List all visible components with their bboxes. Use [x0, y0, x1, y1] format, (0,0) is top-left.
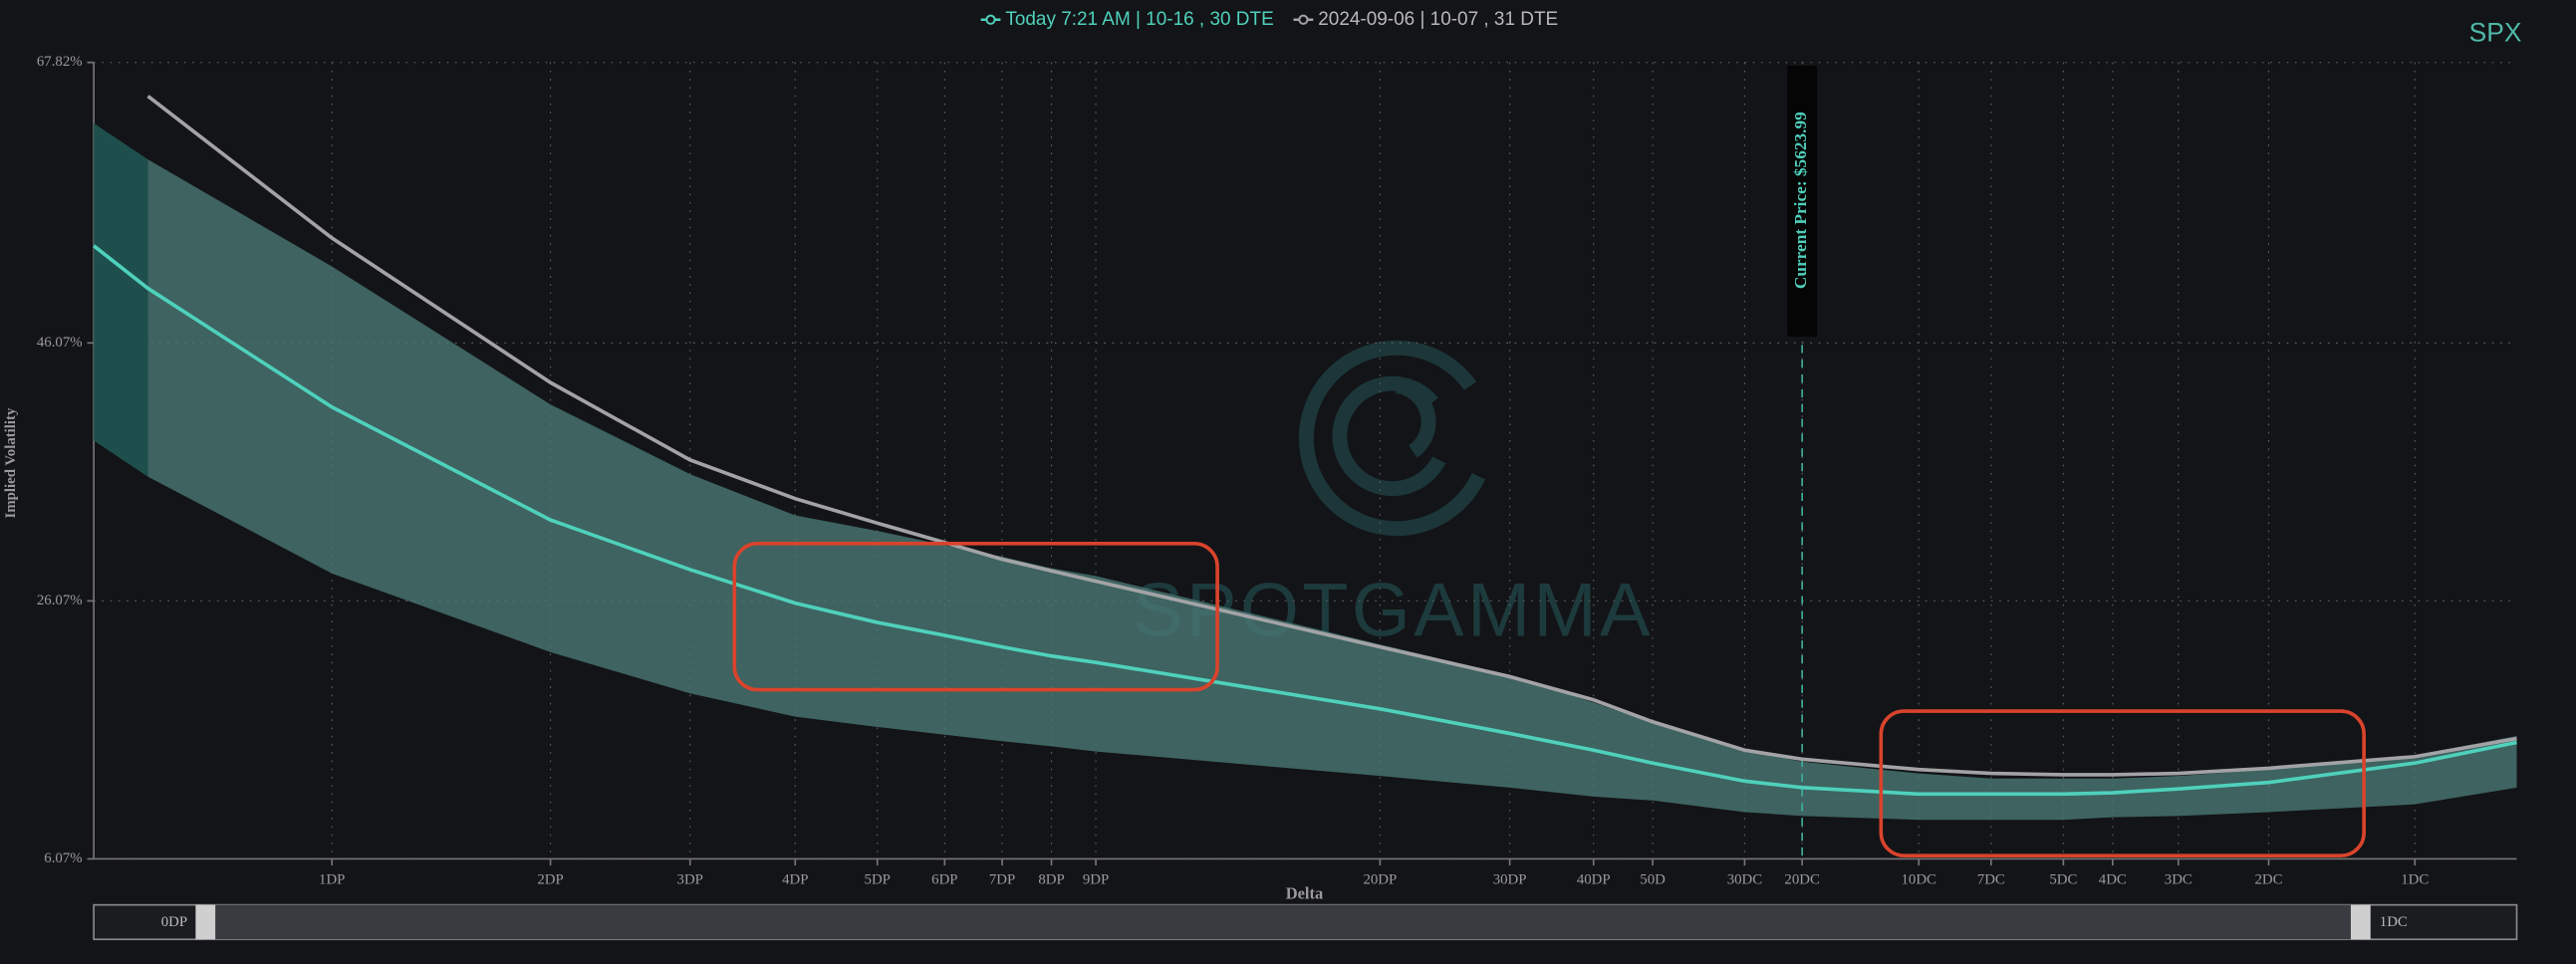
x-tick-label: 7DC [1977, 871, 2005, 887]
x-tick-label: 30DC [1727, 871, 1763, 887]
x-tick-label: 5DC [2049, 871, 2077, 887]
y-tick-label: 46.07% [37, 335, 83, 351]
current-price-box [1787, 65, 1817, 338]
range-window[interactable] [205, 904, 2361, 940]
x-tick-label: 8DP [1038, 871, 1064, 887]
x-tick-label: 3DC [2165, 871, 2192, 887]
x-tick-label: 40DP [1577, 871, 1611, 887]
x-tick-label: 20DC [1784, 871, 1820, 887]
iv-band [94, 122, 148, 477]
x-tick-label: 30DP [1493, 871, 1527, 887]
x-tick-label: 1DP [319, 871, 345, 887]
range-start-label: 0DP [161, 914, 187, 930]
legend-marker [985, 14, 996, 25]
iv-band [147, 159, 2517, 821]
y-tick-label: 67.82% [37, 54, 83, 70]
x-tick-label: 3DP [677, 871, 703, 887]
legend: Today 7:21 AM | 10-16 , 30 DTE 2024-09-06… [980, 9, 1558, 30]
series-line [146, 95, 2517, 777]
x-axis-label: Delta [1286, 884, 1324, 903]
y-tick-label: 6.07% [44, 850, 82, 866]
legend-label: 2024-09-06 | 10-07 , 31 DTE [1318, 9, 1558, 30]
x-tick-label: 20DP [1363, 871, 1397, 887]
x-tick-label: 4DP [782, 871, 808, 887]
series-line [93, 244, 2517, 797]
x-tick-label: 4DC [2099, 871, 2127, 887]
plot-area: 6.07% 26.07% 46.07% 67.82% 1DP 2DP 3DP 4DP 5DP 6D… [37, 54, 2517, 887]
x-tick-label: 50D [1640, 871, 1666, 887]
current-price-label: Current Price: $5623.99 [1791, 112, 1810, 289]
range-end-label: 1DC [2380, 914, 2408, 930]
range-handle[interactable] [2350, 904, 2371, 940]
legend-marker [1298, 14, 1309, 25]
x-tick-label: 2DP [537, 871, 563, 887]
range-handle[interactable] [195, 904, 216, 940]
x-tick-label: 1DC [2401, 871, 2429, 887]
x-tick-label: 2DC [2254, 871, 2282, 887]
watermark-logo [1298, 340, 1486, 537]
x-tick-label: 5DP [865, 871, 891, 887]
y-axis-label: Implied Volatility [3, 407, 19, 518]
x-tick-label: 7DP [989, 871, 1015, 887]
symbol: SPX [2469, 18, 2522, 48]
x-tick-label: 10DC [1902, 871, 1937, 887]
x-tick-label: 9DP [1083, 871, 1109, 887]
highlight-box [732, 542, 1219, 692]
legend-label: Today 7:21 AM | 10-16 , 30 DTE [1005, 9, 1273, 30]
y-tick-label: 26.07% [37, 593, 83, 608]
x-tick-label: 6DP [931, 871, 957, 887]
highlight-box [1879, 709, 2366, 857]
